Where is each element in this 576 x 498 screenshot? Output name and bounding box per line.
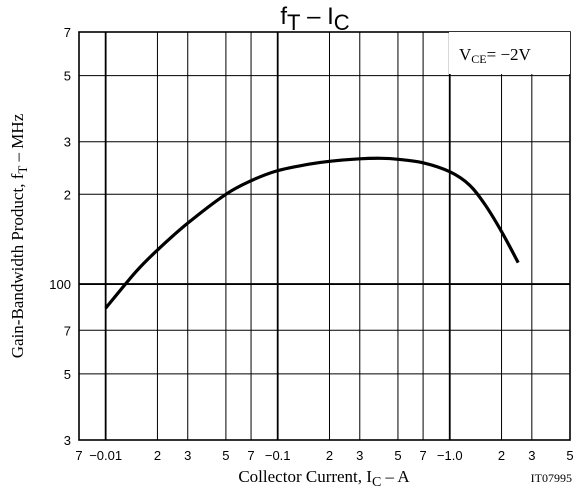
- y-tick-label-6: 5: [64, 69, 71, 84]
- x-tick-label-5: 7: [247, 448, 254, 463]
- y-axis-label: Gain-Bandwidth Product, fT – MHz: [8, 113, 30, 358]
- x-tick-label-3: 3: [184, 448, 191, 463]
- plot-frame: [78, 31, 571, 441]
- y-tick-label-1: 5: [64, 367, 71, 382]
- y-tick-label-2: 7: [64, 323, 71, 338]
- x-tick-label-13: 3: [528, 448, 535, 463]
- x-tick-label-1: −0.01: [89, 448, 122, 463]
- annotation-vce: VCE= −2V: [459, 45, 532, 66]
- y-tick-label-7: 7: [64, 25, 71, 40]
- figure-code: IT07995: [531, 471, 572, 485]
- x-axis-label: Collector Current, IC – A: [238, 467, 410, 490]
- x-tick-label-11: −1.0: [437, 448, 463, 463]
- y-tick-labels: 3 5 7 100 2 3 5 7: [49, 25, 71, 448]
- annotation-box: [449, 32, 570, 74]
- series-line-0: [104, 156, 520, 310]
- series-layer: [104, 156, 520, 310]
- x-tick-labels: 7 −0.01 2 3 5 7 −0.1 2 3 5 7 −1.0 2 3 5: [75, 448, 573, 463]
- x-tick-label-9: 5: [394, 448, 401, 463]
- grid: [79, 32, 570, 440]
- x-tick-label-8: 3: [356, 448, 363, 463]
- x-tick-label-12: 2: [498, 448, 505, 463]
- y-tick-label-4: 2: [64, 187, 71, 202]
- y-tick-label-5: 3: [64, 135, 71, 150]
- y-tick-label-3: 100: [49, 277, 71, 292]
- x-tick-label-4: 5: [222, 448, 229, 463]
- x-tick-label-7: 2: [326, 448, 333, 463]
- x-tick-label-10: 7: [419, 448, 426, 463]
- chart-title: fT – IC: [280, 3, 349, 35]
- x-tick-label-0: 7: [75, 448, 82, 463]
- x-tick-label-2: 2: [154, 448, 161, 463]
- x-tick-label-6: −0.1: [265, 448, 291, 463]
- y-tick-label-0: 3: [64, 433, 71, 448]
- x-tick-label-14: 5: [566, 448, 573, 463]
